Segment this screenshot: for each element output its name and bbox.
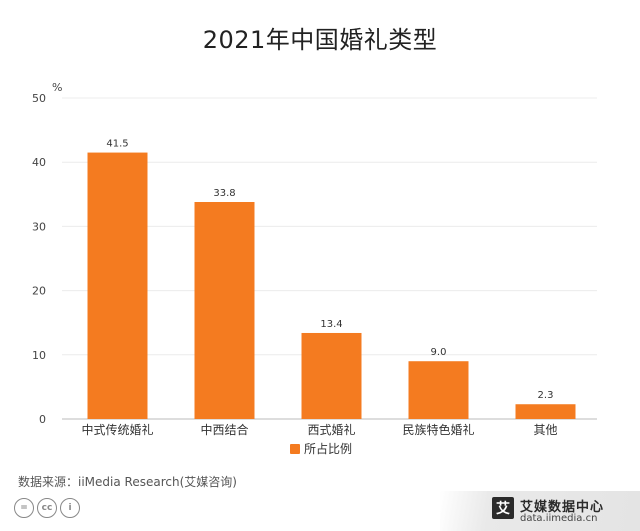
- y-tick-label: 30: [32, 220, 46, 233]
- data-label: 2.3: [538, 390, 554, 401]
- bar: [515, 404, 576, 419]
- data-label: 41.5: [106, 139, 128, 150]
- chart-title: 2021年中国婚礼类型: [202, 26, 438, 54]
- bar-chart: 0 10 20 30 40 50% 41.5 中式传统婚礼 33.8 中西结合 13.4 西式婚礼 9.…: [32, 81, 597, 456]
- x-tick-label: 其他: [533, 423, 557, 437]
- y-unit-label: %: [52, 81, 62, 94]
- x-tick-label: 西式婚礼: [307, 422, 355, 437]
- bar: [301, 332, 362, 419]
- x-tick-label: 中西结合: [200, 422, 248, 437]
- y-tick-label: 40: [32, 156, 46, 169]
- y-tick-label: 50: [32, 92, 46, 105]
- data-label: 33.8: [213, 188, 235, 199]
- cc-icon: cc: [37, 498, 57, 518]
- nd-icon: =: [14, 498, 34, 518]
- brand-logo-icon: 艾: [492, 497, 514, 519]
- y-tick-label: 10: [32, 349, 46, 362]
- y-tick-label: 0: [39, 413, 46, 426]
- x-tick-label: 中式传统婚礼: [81, 422, 153, 437]
- bar: [87, 152, 148, 419]
- data-label: 9.0: [431, 347, 447, 358]
- brand-url: data.iimedia.cn: [520, 513, 598, 524]
- license-badges: = cc i: [14, 498, 80, 518]
- brand-name: 艾媒数据中心: [520, 500, 605, 515]
- bar: [408, 361, 469, 419]
- brand-background: [440, 491, 640, 531]
- legend-swatch: [290, 444, 300, 454]
- attribution-icon: i: [60, 498, 80, 518]
- y-tick-label: 20: [32, 285, 46, 298]
- brand-watermark: 艾 艾媒数据中心 data.iimedia.cn: [440, 491, 640, 531]
- source-note: 数据来源：iiMedia Research(艾媒咨询): [18, 475, 237, 489]
- x-tick-label: 民族特色婚礼: [402, 422, 474, 437]
- bar: [194, 202, 255, 419]
- data-label: 13.4: [320, 319, 342, 330]
- legend-label: 所占比例: [304, 441, 352, 456]
